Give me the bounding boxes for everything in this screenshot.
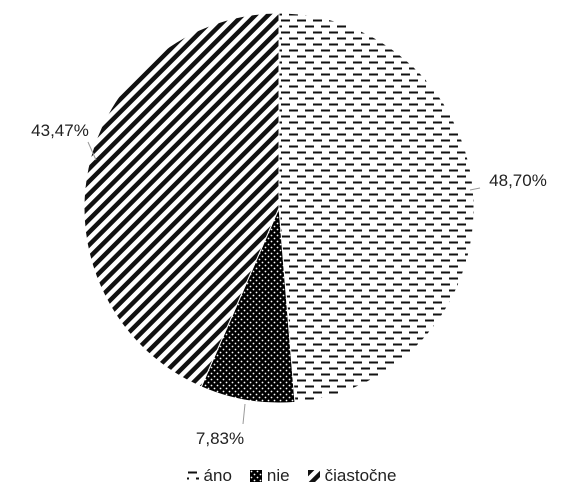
data-label-ano: 48,70% (489, 171, 547, 190)
legend-label-ciastocne: čiastočne (324, 466, 397, 485)
pie-slice-nie (200, 207, 296, 404)
data-label-ciastocne: 43,47% (31, 121, 89, 140)
pie-slice-ciastocne (83, 12, 280, 388)
leader-line-nie (242, 403, 246, 425)
legend-item-ciastocne: čiastočne (307, 466, 397, 486)
legend-swatch-ciastocne (307, 470, 320, 482)
legend-swatch-ano (186, 470, 199, 482)
pie-slice-ano (278, 12, 475, 403)
legend-item-nie: nie (249, 466, 290, 486)
legend-swatch-nie (249, 470, 262, 482)
leader-line-ciastocne (87, 141, 97, 161)
legend-label-nie: nie (266, 466, 290, 485)
data-label-nie: 7,83% (196, 429, 244, 448)
legend: áno nie čiastočne (0, 462, 583, 490)
leader-line-ano (469, 187, 481, 191)
pie-chart-svg: 48,70% 7,83% 43,47% (31, 12, 547, 448)
legend-item-ano: áno (186, 466, 232, 486)
legend-label-ano: áno (203, 466, 232, 485)
